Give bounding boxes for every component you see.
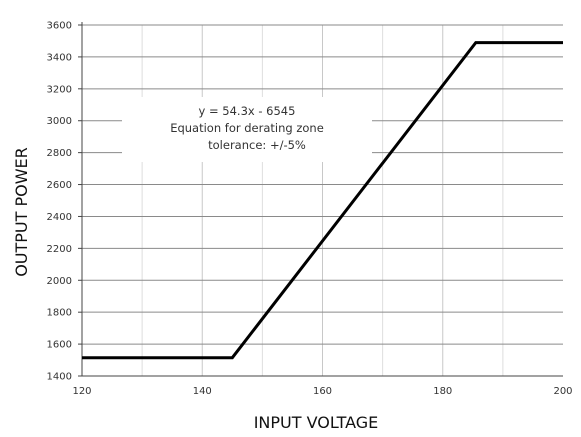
y-tick-label: 3600 (47, 21, 72, 32)
annotation-line-1: y = 54.3x - 6545 (199, 104, 296, 118)
x-tick-label: 160 (313, 386, 332, 397)
y-tick-label: 3400 (47, 52, 72, 63)
x-tick-label: 120 (72, 386, 91, 397)
x-tick-labels: 120 140 160 180 200 (72, 386, 572, 397)
y-tick-label: 2000 (47, 276, 72, 287)
y-axis-title: OUTPUT POWER (12, 147, 31, 277)
y-tick-label: 2600 (47, 180, 72, 191)
y-tick-label: 2800 (47, 148, 72, 159)
series-group (82, 41, 563, 360)
x-axis-title: INPUT VOLTAGE (254, 413, 379, 432)
x-tick-label: 200 (553, 386, 572, 397)
annotation-line-2: Equation for derating zone (170, 121, 324, 135)
y-tick-label: 2400 (47, 212, 72, 223)
annotation-background (122, 97, 372, 162)
series-line (82, 41, 563, 360)
y-tick-label: 1400 (47, 372, 72, 383)
y-tick-labels: 1400 1600 1800 2000 2200 2400 2600 2800 3000 3200… (47, 21, 72, 383)
chart-axes (78, 22, 563, 377)
y-tick-label: 1800 (47, 308, 72, 319)
y-tick-label: 1600 (47, 340, 72, 351)
equation-annotation: y = 54.3x - 6545 Equation for derating z… (122, 97, 372, 162)
x-tick-label: 140 (193, 386, 212, 397)
y-tick-label: 3000 (47, 116, 72, 127)
y-tick-label: 2200 (47, 244, 72, 255)
x-tick-label: 180 (433, 386, 452, 397)
y-tick-label: 3200 (47, 84, 72, 95)
annotation-line-3: tolerance: +/-5% (208, 138, 306, 152)
